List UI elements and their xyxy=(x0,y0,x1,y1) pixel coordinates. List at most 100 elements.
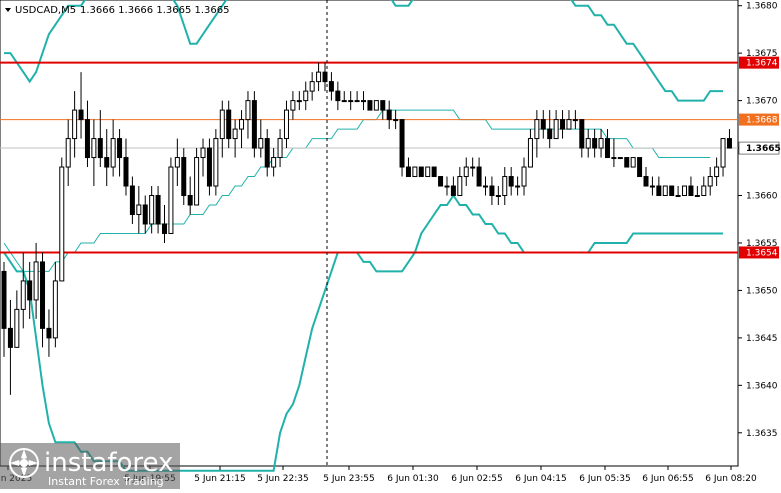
candle-body xyxy=(572,119,578,122)
candle xyxy=(322,62,328,92)
candle xyxy=(540,110,546,139)
candle xyxy=(258,119,264,158)
price-tag-resistance xyxy=(739,56,779,69)
candle-body xyxy=(65,138,71,168)
candle xyxy=(592,129,598,158)
candle-body xyxy=(637,157,643,178)
candle xyxy=(553,110,559,140)
candle xyxy=(373,100,379,111)
candle xyxy=(239,110,245,149)
candle-body xyxy=(40,261,46,329)
candle-body xyxy=(155,195,161,225)
candle xyxy=(104,129,110,187)
candle xyxy=(438,176,444,187)
x-tick-label: 5 Jun 22:35 xyxy=(257,474,308,484)
candle-body xyxy=(508,176,514,187)
candle xyxy=(682,185,688,197)
logo-mark-icon xyxy=(9,448,39,478)
x-tick-label: 5 Jun 23:55 xyxy=(323,474,374,484)
candle xyxy=(560,110,566,139)
candle-body xyxy=(386,109,392,121)
candle xyxy=(27,261,33,319)
candle-body xyxy=(527,138,533,168)
price-tag-label: 1.3668 xyxy=(746,116,778,126)
instaforex-logo: instaforex Instant Forex Trading xyxy=(9,448,173,488)
symbol-title: USDCAD,M5 xyxy=(15,5,76,16)
candle xyxy=(611,138,617,168)
candle-body xyxy=(97,138,103,159)
candle xyxy=(213,129,219,196)
candle xyxy=(283,100,289,149)
candle-body xyxy=(470,166,476,169)
candle xyxy=(123,138,129,196)
candle-body xyxy=(206,147,212,187)
candle xyxy=(149,186,155,234)
candle-body xyxy=(322,71,328,83)
candle xyxy=(72,91,78,158)
y-tick-label: 1.3655 xyxy=(746,239,778,249)
candle xyxy=(483,176,488,196)
candle xyxy=(136,186,142,234)
candle-body xyxy=(33,261,39,301)
candle-body xyxy=(142,204,148,225)
candle-body xyxy=(489,185,495,197)
candle xyxy=(585,129,591,158)
candle xyxy=(425,166,431,178)
candle-body xyxy=(598,138,604,149)
candle-body xyxy=(682,185,688,197)
candle xyxy=(418,166,424,178)
y-tick-label: 1.3675 xyxy=(746,49,778,59)
candle-body xyxy=(46,327,52,339)
candle-body xyxy=(669,185,675,197)
candle xyxy=(277,129,283,168)
candle-body xyxy=(136,204,142,215)
candle xyxy=(59,157,65,282)
candle-body xyxy=(566,119,572,130)
candle xyxy=(187,176,193,215)
candle xyxy=(290,91,296,120)
candle-body xyxy=(444,185,450,188)
logo-text: instaforex xyxy=(44,448,173,478)
candle-body xyxy=(72,109,78,140)
candle-body xyxy=(515,185,521,188)
candle xyxy=(694,186,700,198)
candle xyxy=(444,176,450,196)
candle xyxy=(476,157,482,187)
candle-body xyxy=(174,157,180,168)
candle-body xyxy=(476,166,482,187)
candle-body xyxy=(59,166,65,282)
candle xyxy=(341,91,347,103)
candle xyxy=(450,176,456,197)
price-tag-label: 1.3654 xyxy=(746,248,778,258)
candle xyxy=(40,252,46,348)
candle-body xyxy=(547,128,553,140)
candle-body xyxy=(624,157,630,168)
candle xyxy=(200,138,206,177)
candle-body xyxy=(418,166,424,178)
candle-body xyxy=(277,138,283,159)
y-tick-label: 1.3645 xyxy=(746,334,778,344)
symbol-dropdown-icon[interactable] xyxy=(5,8,11,12)
candle-body xyxy=(226,109,232,140)
candle xyxy=(367,100,373,111)
candle-body xyxy=(617,157,623,160)
candle-body xyxy=(123,157,129,187)
y-tick-label: 1.3640 xyxy=(746,381,778,391)
candle-body xyxy=(560,119,566,130)
candle-body xyxy=(194,157,200,206)
candle xyxy=(617,157,623,160)
candle-body xyxy=(283,109,289,140)
candle xyxy=(463,157,469,187)
candle xyxy=(572,110,578,130)
candle xyxy=(52,261,58,348)
candle-body xyxy=(245,100,251,121)
candle-body xyxy=(431,166,437,178)
candle xyxy=(97,110,103,168)
candle xyxy=(20,252,26,329)
candle-body xyxy=(296,100,302,103)
candle xyxy=(174,138,180,187)
candle-body xyxy=(688,185,694,197)
candle-body xyxy=(341,100,347,103)
candle xyxy=(303,81,309,111)
